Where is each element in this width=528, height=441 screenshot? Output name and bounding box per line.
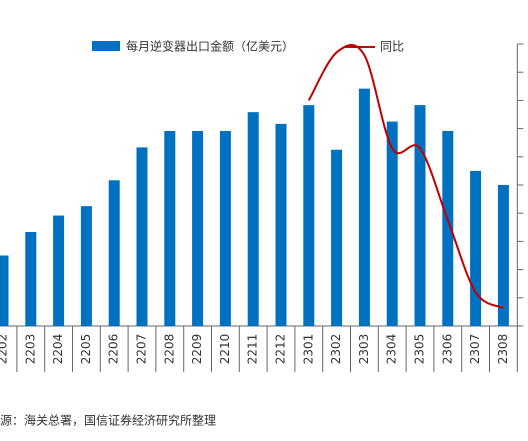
- x-tick-label: 2307: [468, 334, 482, 365]
- x-tick-label: 2209: [190, 334, 204, 365]
- bar: [470, 170, 482, 326]
- legend-swatch: [92, 41, 120, 51]
- x-tick-label: 2308: [496, 334, 510, 365]
- bar: [53, 215, 65, 326]
- x-tick-label: 2304: [385, 334, 399, 365]
- bar: [358, 88, 370, 327]
- bar: [108, 180, 120, 326]
- x-tick-label: 2305: [413, 334, 427, 365]
- legend-label: 同比: [380, 40, 404, 54]
- x-tick-label: 2206: [107, 334, 121, 365]
- source-note: 来源：海关总署，国信证券经济研究所整理: [0, 413, 216, 428]
- bar: [136, 147, 148, 326]
- x-tick-label: 2205: [79, 334, 93, 365]
- x-tick-label: 2203: [23, 334, 37, 365]
- bar: [25, 232, 37, 326]
- bar: [247, 112, 259, 327]
- bar: [386, 121, 398, 326]
- x-tick-label: 2207: [135, 334, 149, 365]
- x-tick-label: 2208: [162, 334, 176, 365]
- line: [307, 44, 504, 309]
- x-tick-label: 2202: [0, 334, 10, 365]
- bar: [0, 255, 9, 326]
- x-tick-label: 2301: [301, 334, 315, 365]
- legend-label: 每月逆变器出口金额（亿美元）: [126, 39, 294, 54]
- x-tick-label: 2302: [329, 334, 343, 365]
- x-tick-label: 2303: [357, 334, 371, 365]
- bar: [275, 123, 287, 327]
- bar: [442, 130, 454, 326]
- x-tick-label: 2204: [51, 334, 65, 365]
- bar: [80, 206, 92, 326]
- x-tick-label: 2210: [218, 334, 232, 365]
- x-tick-label: 2212: [274, 334, 288, 365]
- bar: [303, 105, 315, 326]
- bar: [219, 130, 231, 326]
- bar: [497, 185, 509, 326]
- bar: [164, 130, 176, 326]
- bar: [414, 105, 426, 326]
- x-tick-label: 2306: [440, 334, 454, 365]
- bar: [192, 130, 204, 326]
- bar: [331, 149, 343, 326]
- x-tick-label: 2211: [246, 334, 260, 365]
